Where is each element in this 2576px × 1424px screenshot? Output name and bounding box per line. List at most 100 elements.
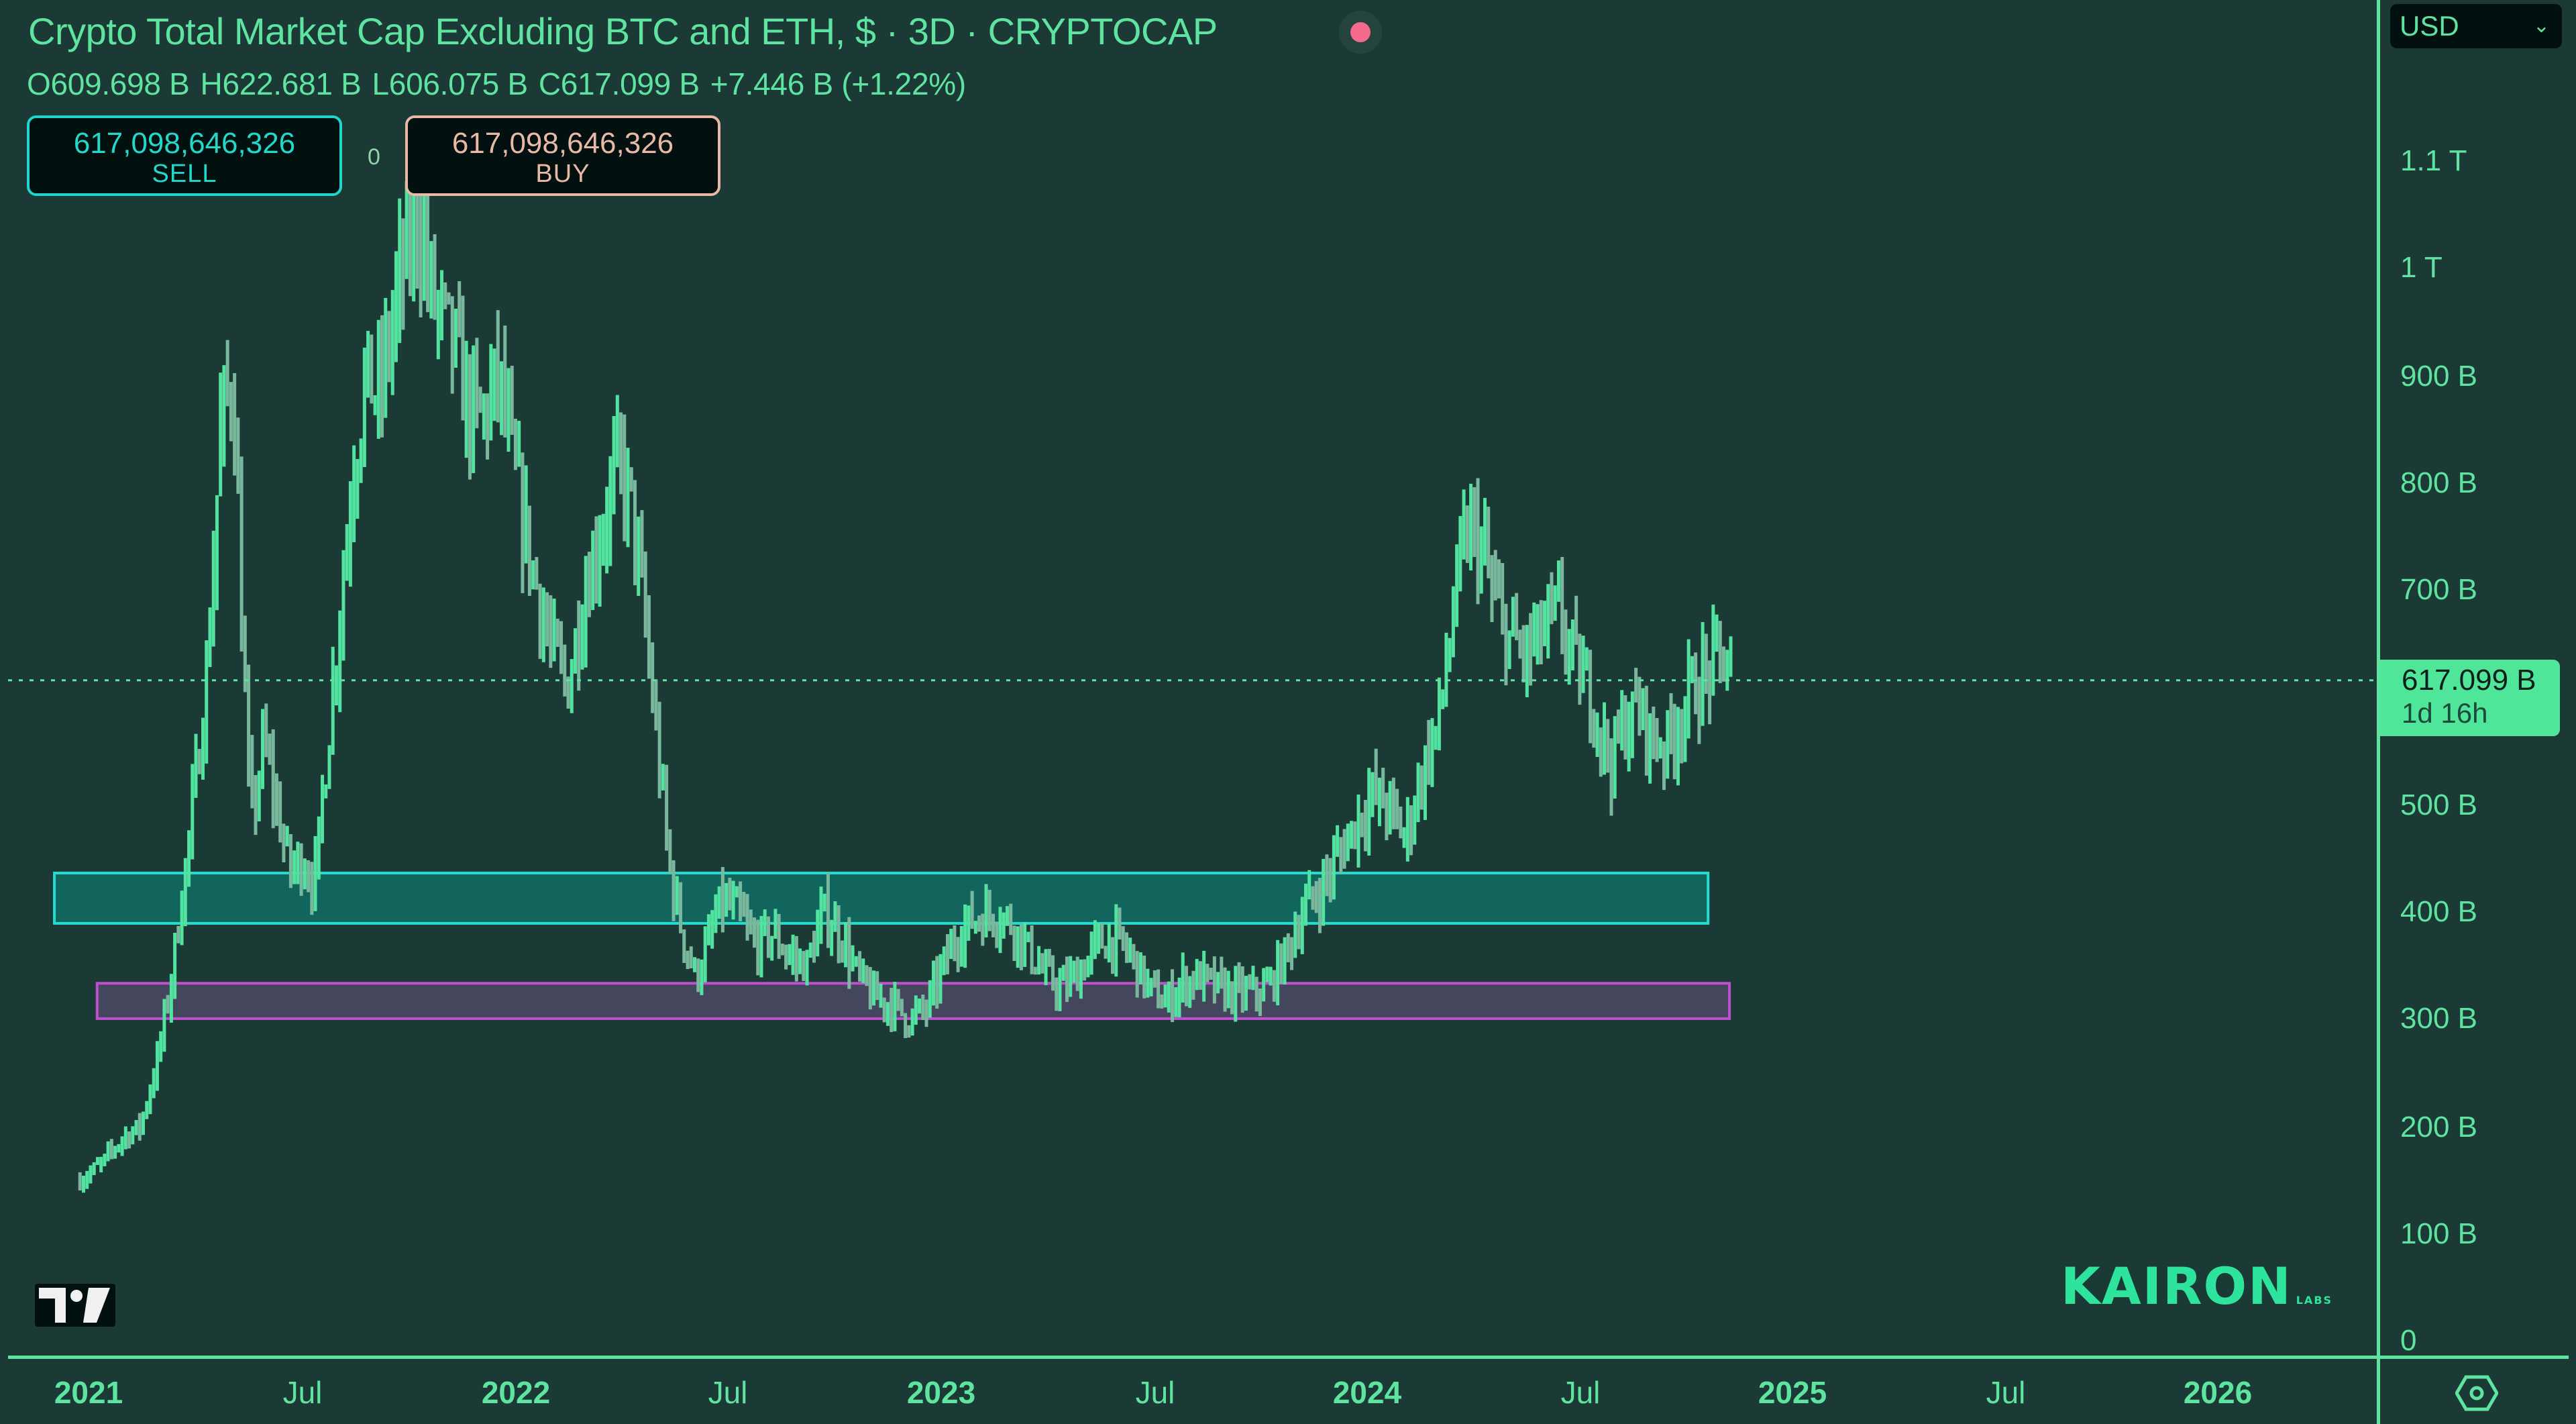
price-bar bbox=[1662, 741, 1666, 791]
support-zone-cyan[interactable] bbox=[53, 871, 1710, 925]
price-bar bbox=[1124, 932, 1128, 964]
price-bar bbox=[1303, 883, 1307, 926]
price-bar bbox=[387, 311, 391, 383]
price-axis-label: 300 B bbox=[2400, 1002, 2477, 1035]
price-bar bbox=[1567, 629, 1571, 685]
price-bar bbox=[566, 676, 570, 709]
price-bar bbox=[1216, 972, 1220, 994]
price-bar bbox=[1521, 625, 1525, 682]
kairon-labs-logo: KAIRON LABS bbox=[2061, 1256, 2332, 1316]
market-status-dot-icon[interactable] bbox=[1339, 11, 1382, 54]
price-bar bbox=[973, 921, 977, 934]
price-bar bbox=[1672, 703, 1676, 780]
price-bar bbox=[875, 971, 879, 1001]
price-bar bbox=[865, 965, 869, 986]
price-bar bbox=[932, 960, 936, 1006]
price-bar bbox=[1574, 595, 1578, 645]
price-bar bbox=[1149, 978, 1153, 997]
price-bar bbox=[1009, 903, 1013, 935]
time-axis-label: 2021 bbox=[54, 1375, 123, 1410]
price-chart[interactable] bbox=[0, 0, 2375, 1356]
price-bar bbox=[380, 315, 384, 438]
price-bar bbox=[1402, 827, 1406, 848]
price-axis-label: 700 B bbox=[2400, 573, 2477, 606]
price-bar bbox=[222, 365, 226, 467]
price-bar bbox=[303, 858, 307, 890]
price-bar bbox=[1715, 614, 1719, 652]
price-bar bbox=[629, 467, 633, 492]
price-bar bbox=[1490, 555, 1494, 623]
price-bar bbox=[689, 946, 693, 968]
price-bar bbox=[1226, 970, 1230, 1009]
sell-button[interactable]: 617,098,646,326 SELL bbox=[27, 115, 342, 196]
price-bar bbox=[953, 925, 957, 962]
kairon-wordmark: KAIRON bbox=[2061, 1256, 2292, 1316]
price-bar bbox=[348, 481, 352, 587]
price-bar bbox=[928, 980, 932, 1018]
price-bar bbox=[162, 999, 166, 1052]
price-bar bbox=[458, 281, 462, 338]
price-bar bbox=[527, 505, 531, 597]
price-bar bbox=[134, 1120, 138, 1135]
price-bar bbox=[173, 932, 177, 999]
price-bar bbox=[714, 894, 718, 933]
price-bar bbox=[1511, 597, 1515, 637]
price-bar bbox=[1543, 601, 1547, 646]
price-bar bbox=[1686, 639, 1690, 739]
price-bar bbox=[1708, 660, 1712, 725]
ohlc-high: H622.681 B bbox=[200, 66, 362, 101]
price-bar bbox=[1300, 897, 1304, 954]
price-bar bbox=[1322, 858, 1326, 926]
price-bar bbox=[1395, 789, 1399, 829]
tradingview-logo-icon[interactable] bbox=[32, 1278, 119, 1332]
price-bar bbox=[756, 919, 760, 976]
price-bar bbox=[759, 915, 763, 978]
price-bar bbox=[1550, 572, 1554, 625]
price-bar bbox=[879, 983, 883, 1008]
price-bar bbox=[106, 1141, 110, 1162]
price-axis-label: 200 B bbox=[2400, 1111, 2477, 1143]
price-bar bbox=[384, 297, 388, 418]
chart-title: Crypto Total Market Cap Excluding BTC an… bbox=[28, 10, 1218, 52]
price-bar bbox=[443, 282, 447, 309]
currency-select[interactable]: USD ⌄ bbox=[2390, 4, 2562, 48]
buy-button[interactable]: 617,098,646,326 BUY bbox=[405, 115, 720, 196]
price-bar bbox=[935, 956, 939, 1009]
price-bar bbox=[598, 515, 602, 607]
price-bar bbox=[123, 1126, 127, 1150]
price-bar bbox=[1451, 586, 1455, 658]
price-bar bbox=[338, 610, 342, 713]
price-bar bbox=[967, 905, 971, 941]
price-bar bbox=[840, 940, 844, 963]
price-bar bbox=[868, 966, 872, 1010]
price-bar bbox=[288, 833, 292, 888]
settings-gear-icon[interactable] bbox=[2455, 1374, 2498, 1412]
price-bar bbox=[268, 733, 272, 765]
ohlc-open: O609.698 B bbox=[27, 66, 190, 101]
price-bar bbox=[1409, 805, 1413, 856]
price-bar bbox=[492, 348, 496, 421]
price-bar bbox=[1237, 962, 1241, 993]
price-bar bbox=[1652, 706, 1656, 760]
price-bar bbox=[531, 560, 535, 590]
price-bar bbox=[1244, 976, 1248, 1011]
price-bar bbox=[429, 241, 433, 319]
price-bar bbox=[1152, 970, 1157, 988]
price-bar bbox=[1293, 911, 1297, 958]
price-bar bbox=[1658, 737, 1662, 759]
price-bar bbox=[131, 1126, 135, 1145]
price-bar bbox=[1606, 719, 1610, 773]
price-bar bbox=[1002, 912, 1006, 939]
price-bar bbox=[1177, 977, 1181, 1017]
price-bar bbox=[1339, 837, 1343, 874]
price-bar bbox=[433, 234, 437, 320]
price-bar bbox=[1722, 646, 1726, 682]
price-bar bbox=[324, 784, 328, 799]
price-bar bbox=[1174, 987, 1178, 1017]
price-bar bbox=[918, 999, 922, 1014]
price-bar bbox=[366, 331, 370, 398]
price-bar bbox=[299, 843, 303, 896]
price-bar bbox=[984, 884, 988, 937]
price-bar bbox=[89, 1165, 93, 1184]
